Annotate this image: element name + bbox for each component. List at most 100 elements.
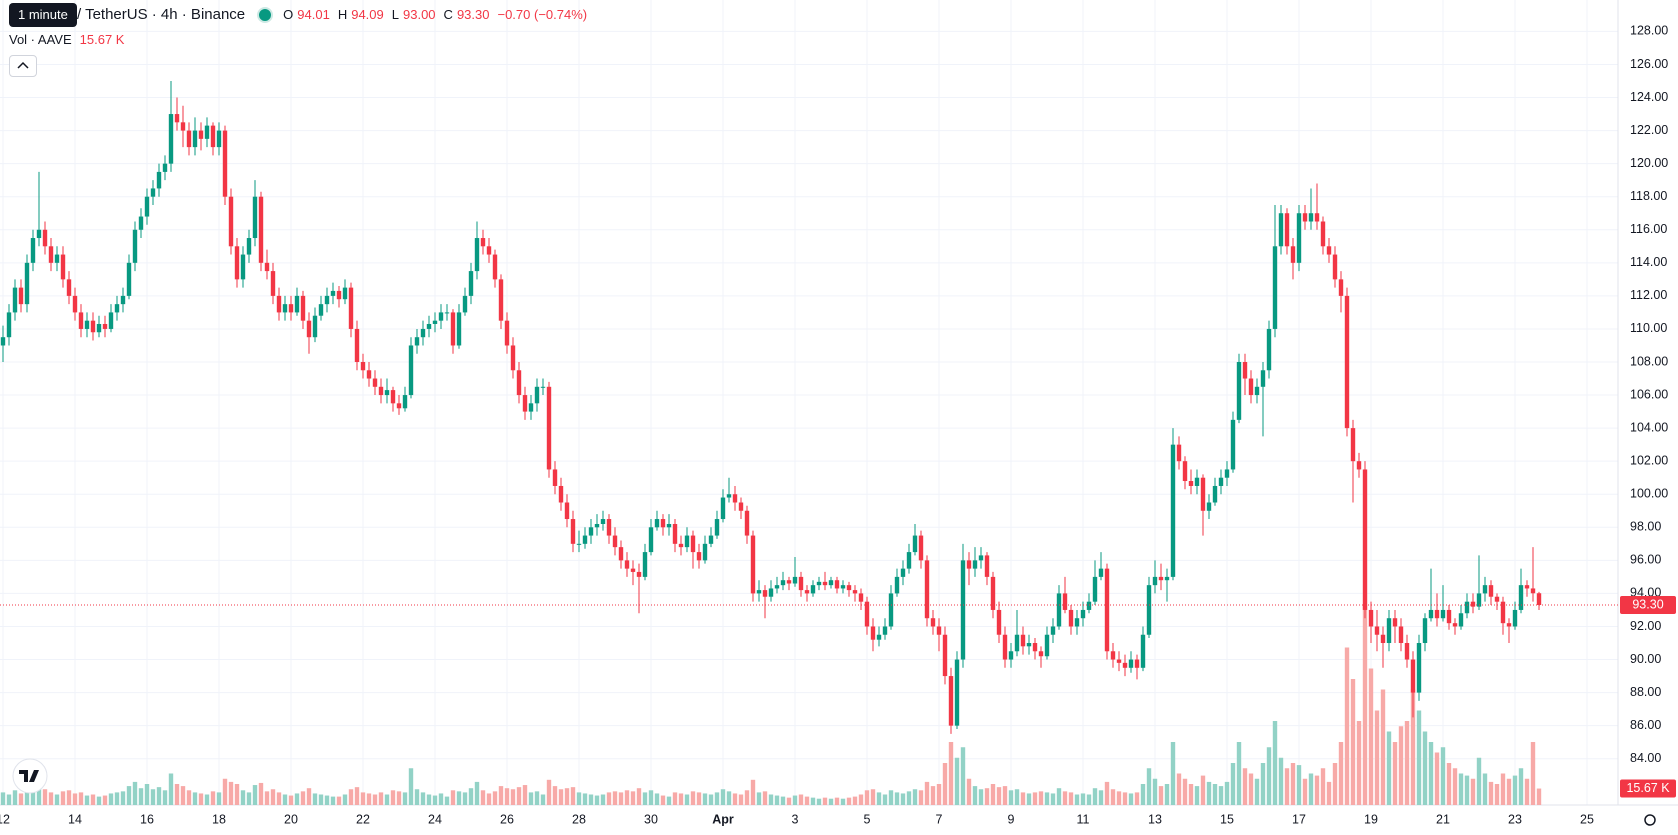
volume-bar [18,793,24,805]
candle-body [492,254,498,280]
legend-key: H [337,7,348,22]
volume-bar [408,768,414,805]
volume-bar [576,792,582,805]
candle-body [546,386,552,470]
candle-body [60,254,66,280]
candle-body [1074,618,1080,627]
candle-body [1050,626,1056,635]
volume-name[interactable]: Vol · AAVE [9,32,72,47]
volume-bar [480,790,486,805]
candle-body [996,609,1002,635]
candle-body [462,295,468,313]
volume-bar [432,795,438,805]
volume-bar [450,790,456,805]
candle-body [1356,461,1362,470]
volume-bar [114,792,120,805]
candle-body [1380,634,1386,644]
legend-key: C [443,7,453,22]
candle-body [186,130,192,148]
volume-bar [1128,793,1134,805]
volume-bar [1260,763,1266,805]
candle-body [192,130,198,148]
volume-bar [864,790,870,805]
candle-body [534,386,540,404]
candle-body [234,246,240,280]
volume-bar [1470,778,1476,805]
candle-body [144,196,150,217]
candle-body [1488,585,1494,597]
volume-bar [1176,773,1182,805]
candle-body [1080,609,1086,619]
y-tick-label: 86.00 [1630,718,1661,732]
volume-bar [774,795,780,805]
volume-bar [1512,775,1518,805]
candle-body [84,320,90,329]
volume-bar [978,789,984,805]
candle-body [174,114,180,123]
candle-body [360,362,366,371]
candle-body [294,295,300,313]
volume-bar [0,792,6,805]
y-tick-label: 116.00 [1630,222,1667,236]
candle-body [1284,213,1290,247]
volume-bar [1308,773,1314,805]
symbol[interactable]: / TetherUS · 4h · Binance [77,6,246,23]
volume-bar [684,794,690,805]
volume-bar [1482,773,1488,805]
candle-body [216,130,222,148]
x-tick-label: 25 [1580,812,1594,826]
candle-body [690,535,696,553]
candle-body [984,555,990,577]
volume-bar [1122,792,1128,805]
candle-body [1344,295,1350,429]
volume-bar [1536,788,1542,805]
y-tick-label: 92.00 [1630,619,1661,633]
candle-body [864,601,870,627]
volume-bar [342,794,348,805]
collapse-button[interactable] [9,55,37,77]
volume-bar [42,789,48,805]
volume-bar [648,790,654,805]
candle-body [1206,502,1212,511]
volume-bar [492,791,498,805]
candle-body [528,403,534,412]
volume-bar [1476,757,1482,805]
x-tick-label: 15 [1220,812,1234,826]
candle-body [486,246,492,255]
volume-bar [1332,763,1338,805]
candle-body [1494,596,1500,602]
x-tick-label: 17 [1292,812,1306,826]
volume-bar [660,795,666,805]
candle-body [636,571,642,577]
volume-bar [474,781,480,805]
volume-bar [96,796,102,805]
x-tick-label: 7 [936,812,943,826]
candle-body [1404,643,1410,660]
candle-body [1392,618,1398,627]
x-tick-label: 20 [284,812,298,826]
candle-body [150,188,156,197]
candle-body [438,312,444,321]
candle-body [990,576,996,610]
y-tick-label: 122.00 [1630,123,1668,137]
candle-body [1182,461,1188,482]
volume-bar [1080,793,1086,805]
volume-bar [642,792,648,805]
candle-body [258,196,264,263]
volume-bar [1416,710,1422,805]
volume-bar [240,790,246,805]
candle-body [102,323,108,329]
volume-bar [1050,793,1056,805]
volume-bar [876,792,882,805]
volume-bar [930,786,936,805]
candle-body [1296,213,1302,263]
candle-body [618,547,624,561]
volume-bar [1140,784,1146,805]
volume-bar [486,793,492,805]
candle-body [210,125,216,148]
volume-bar [606,792,612,805]
volume-bar [1236,742,1242,805]
volume-bar [1356,721,1362,805]
volume-bar [858,794,864,805]
